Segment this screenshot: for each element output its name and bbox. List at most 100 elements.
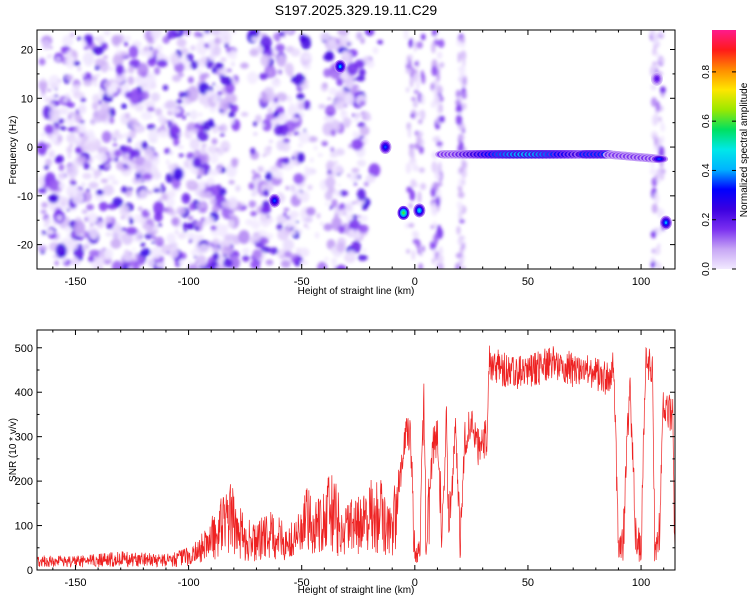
spectrogram-noise-blob xyxy=(103,30,111,37)
spectrogram-noise-blob xyxy=(137,178,143,184)
spectrogram-noise-blob xyxy=(73,128,78,132)
spectrogram-noise-blob xyxy=(275,92,288,102)
spectrogram-noise-blob xyxy=(357,215,362,218)
spectrogram-noise-blob xyxy=(226,68,232,73)
spectrogram-noise-blob xyxy=(131,257,138,262)
spectrogram-noise-blob xyxy=(410,179,417,188)
snr-x-tick-label: 50 xyxy=(522,577,534,589)
spectrogram-noise-blob xyxy=(407,126,412,139)
spectrogram-noise-blob xyxy=(156,262,165,269)
spectrogram-noise-blob xyxy=(357,224,369,233)
spectrogram-noise-blob xyxy=(151,241,155,244)
spectrogram-noise-blob xyxy=(58,118,65,124)
spectrogram-noise-blob xyxy=(199,33,203,37)
snr-x-tick-label: -50 xyxy=(294,577,310,589)
spectrogram-noise-blob xyxy=(420,70,425,80)
spectrogram-noise-blob xyxy=(436,141,443,147)
spectrogram-noise-blob xyxy=(91,75,98,82)
spectrogram-noise-blob xyxy=(175,99,184,104)
spectrogram-noise-blob xyxy=(416,77,421,88)
spectrogram-noise-blob xyxy=(305,206,316,216)
spectrogram-noise-blob xyxy=(324,201,330,206)
spectrogram-noise-blob xyxy=(348,143,352,149)
spectrogram-noise-blob xyxy=(282,239,295,251)
spectrogram-noise-blob xyxy=(287,30,293,33)
spectrogram-noise-blob xyxy=(285,186,290,191)
spectrogram-noise-blob xyxy=(155,107,163,116)
spectrogram-noise-blob xyxy=(188,238,193,244)
spectrogram-noise-blob xyxy=(66,102,75,108)
spectrogram-noise-blob xyxy=(205,90,215,98)
spectrogram-noise-blob xyxy=(170,107,182,114)
spectrogram-noise-blob xyxy=(64,225,72,233)
spectrogram-noise-blob xyxy=(190,60,199,70)
spectrogram-noise-blob xyxy=(122,132,132,139)
spectrogram-noise-blob xyxy=(115,64,125,75)
spectrogram-noise-blob xyxy=(405,68,412,74)
spectrogram-noise-blob xyxy=(166,233,176,244)
spectrogram-noise-blob xyxy=(38,79,48,92)
spectrogram-noise-blob xyxy=(47,88,52,92)
spectrogram-noise-blob xyxy=(290,76,298,83)
spectrogram-noise-blob xyxy=(336,173,341,176)
spectrogram-noise-blob xyxy=(111,34,121,46)
spectrogram-noise-blob xyxy=(339,208,347,216)
spectrogram-noise-blob xyxy=(325,176,336,189)
spectrogram-noise-blob xyxy=(276,54,287,68)
spectrogram-noise-blob xyxy=(154,66,161,75)
spectrogram-noise-blob xyxy=(654,260,661,268)
spectrogram-noise-blob xyxy=(44,217,51,226)
spectrogram-noise-blob xyxy=(417,191,422,204)
spectrogram-noise-blob xyxy=(143,47,149,51)
spectrogram-noise-blob xyxy=(148,128,159,143)
spectrogram-noise-blob xyxy=(261,118,272,132)
spectrogram-noise-blob xyxy=(357,254,368,261)
spectrogram-noise-blob xyxy=(166,36,172,40)
spectrogram-noise-blob xyxy=(133,236,142,242)
spectrogram-noise-blob xyxy=(284,250,293,258)
spectrogram-noise-layer xyxy=(37,30,666,269)
spectrogram-noise-blob xyxy=(200,146,207,156)
spectrogram-noise-blob xyxy=(458,177,464,188)
spectrogram-noise-blob xyxy=(435,173,441,180)
spectrogram-noise-blob xyxy=(157,52,165,61)
spectrogram-noise-blob xyxy=(337,30,349,36)
spectrogram-noise-blob xyxy=(196,203,201,208)
spectrogram-noise-blob xyxy=(147,75,152,79)
spectrogram-noise-blob xyxy=(458,133,465,142)
spectrogram-noise-blob xyxy=(211,205,220,213)
spectrogram-noise-blob xyxy=(208,30,219,35)
spectrogram-feature-blob xyxy=(402,211,405,215)
spectrogram-noise-blob xyxy=(147,209,151,213)
spectrogram-noise-blob xyxy=(302,100,311,110)
spectrogram-noise-blob xyxy=(343,222,348,228)
spectrogram-noise-blob xyxy=(294,113,300,119)
spectrogram-noise-blob xyxy=(277,113,289,123)
spectrogram-noise-blob xyxy=(74,114,83,123)
spectrogram-noise-blob xyxy=(210,225,217,231)
spectrogram-noise-blob xyxy=(106,85,115,97)
spectrogram-noise-blob xyxy=(240,111,249,117)
spectrogram-noise-blob xyxy=(131,148,141,158)
colorbar-tick-label: 0.6 xyxy=(701,114,712,128)
spectrogram-noise-blob xyxy=(300,35,312,50)
spectrogram-noise-blob xyxy=(248,200,256,208)
spectrogram-noise-blob xyxy=(58,163,65,172)
spectrogram-noise-blob xyxy=(330,246,337,254)
spectrogram-noise-blob xyxy=(324,190,333,201)
spectrogram-noise-blob xyxy=(94,58,106,67)
spectrogram-noise-blob xyxy=(40,77,46,83)
spectrogram-noise-blob xyxy=(317,261,328,269)
spectrogram-noise-blob xyxy=(106,222,114,230)
spectrogram-noise-blob xyxy=(293,173,304,185)
spectrogram-noise-blob xyxy=(280,259,291,268)
spectrogram-noise-blob xyxy=(219,123,228,133)
spectrogram-noise-blob xyxy=(140,111,153,120)
snr-x-tick-label: -150 xyxy=(64,577,86,589)
spectrogram-noise-blob xyxy=(181,115,186,120)
spectrogram-noise-blob xyxy=(90,155,95,160)
spectrogram-y-tick-label: -10 xyxy=(17,191,33,203)
spectrogram-noise-blob xyxy=(141,140,148,150)
spectrogram-noise-blob xyxy=(173,55,181,65)
spectrogram-noise-blob xyxy=(208,52,217,62)
